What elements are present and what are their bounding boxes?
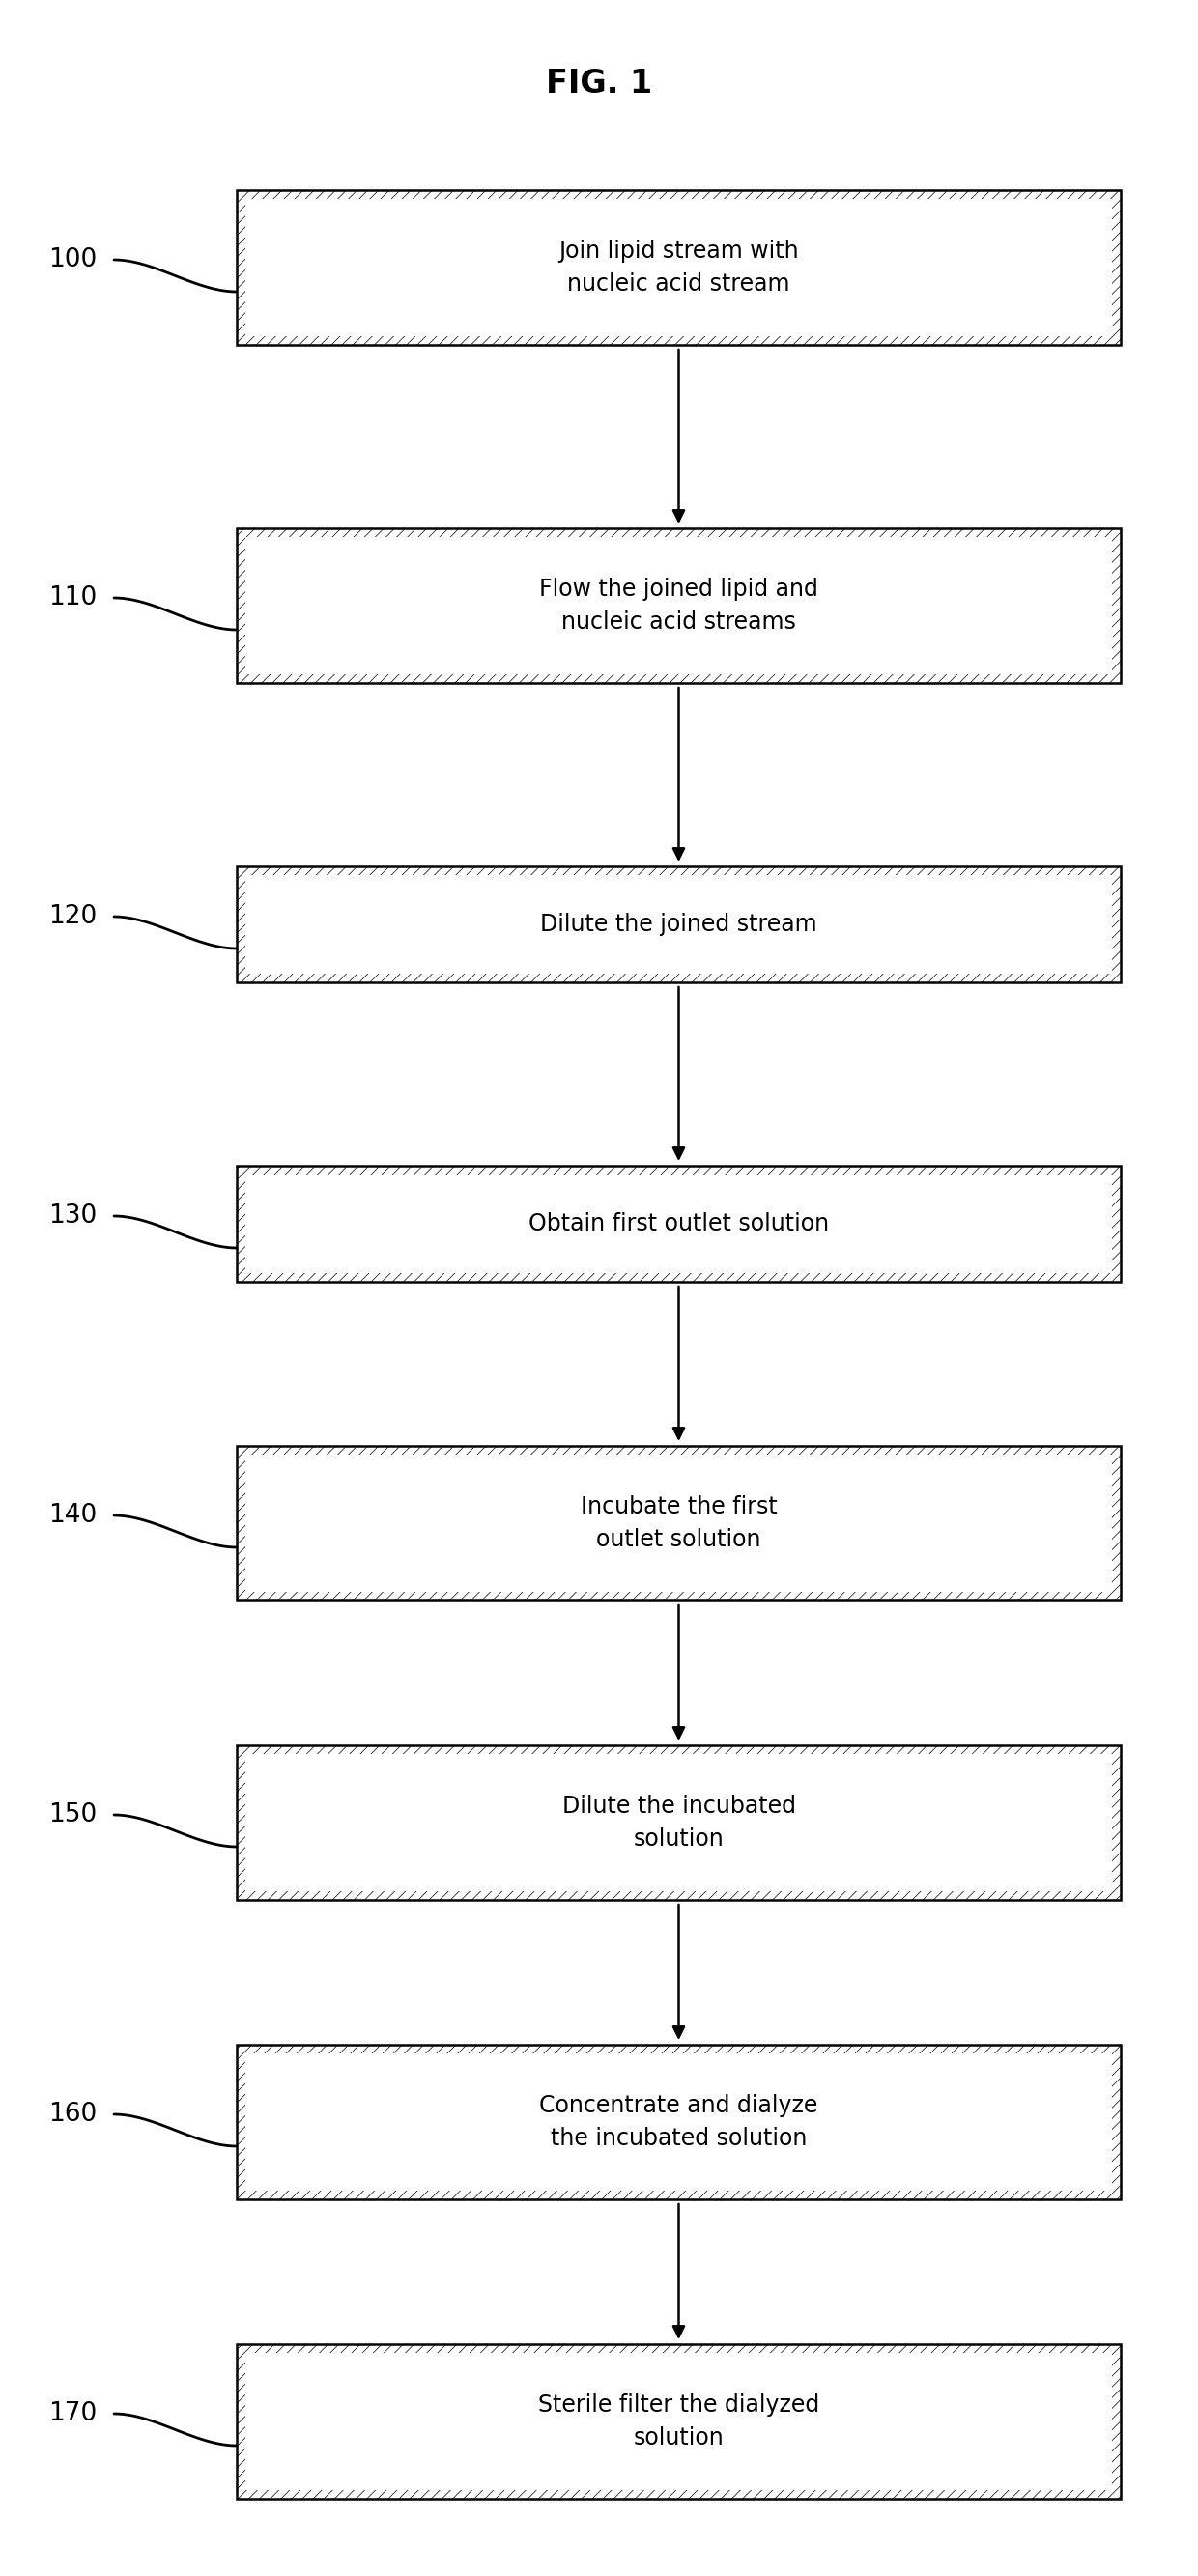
- Bar: [246, 536, 1112, 675]
- Text: Obtain first outlet solution: Obtain first outlet solution: [528, 1213, 829, 1236]
- Bar: [246, 2352, 1112, 2491]
- Text: Incubate the first
outlet solution: Incubate the first outlet solution: [580, 1497, 778, 1551]
- Bar: [237, 528, 1120, 683]
- Bar: [237, 1167, 1120, 1283]
- Bar: [246, 2053, 1112, 2190]
- Text: 130: 130: [48, 1203, 97, 1229]
- Bar: [246, 876, 1112, 974]
- Text: Concentrate and dialyze
the incubated solution: Concentrate and dialyze the incubated so…: [539, 2094, 818, 2151]
- Bar: [237, 1747, 1120, 1901]
- Bar: [246, 198, 1112, 335]
- Bar: [237, 2045, 1120, 2200]
- Text: 160: 160: [48, 2102, 97, 2128]
- Bar: [237, 866, 1120, 981]
- Bar: [246, 1455, 1112, 1592]
- Text: 140: 140: [48, 1502, 97, 1528]
- Text: 170: 170: [48, 2401, 97, 2427]
- Text: 120: 120: [48, 904, 97, 930]
- Text: Flow the joined lipid and
nucleic acid streams: Flow the joined lipid and nucleic acid s…: [539, 577, 818, 634]
- Text: 150: 150: [48, 1803, 97, 1826]
- Bar: [246, 1175, 1112, 1273]
- Text: Dilute the incubated
solution: Dilute the incubated solution: [562, 1795, 795, 1850]
- Text: Join lipid stream with
nucleic acid stream: Join lipid stream with nucleic acid stre…: [558, 240, 799, 296]
- Bar: [246, 1754, 1112, 1891]
- Text: Dilute the joined stream: Dilute the joined stream: [540, 912, 817, 935]
- Bar: [237, 191, 1120, 345]
- Bar: [237, 1445, 1120, 1600]
- Text: FIG. 1: FIG. 1: [546, 67, 652, 100]
- Bar: [237, 2344, 1120, 2499]
- Text: Sterile filter the dialyzed
solution: Sterile filter the dialyzed solution: [538, 2393, 819, 2450]
- Text: 100: 100: [48, 247, 97, 273]
- Text: 110: 110: [48, 585, 97, 611]
